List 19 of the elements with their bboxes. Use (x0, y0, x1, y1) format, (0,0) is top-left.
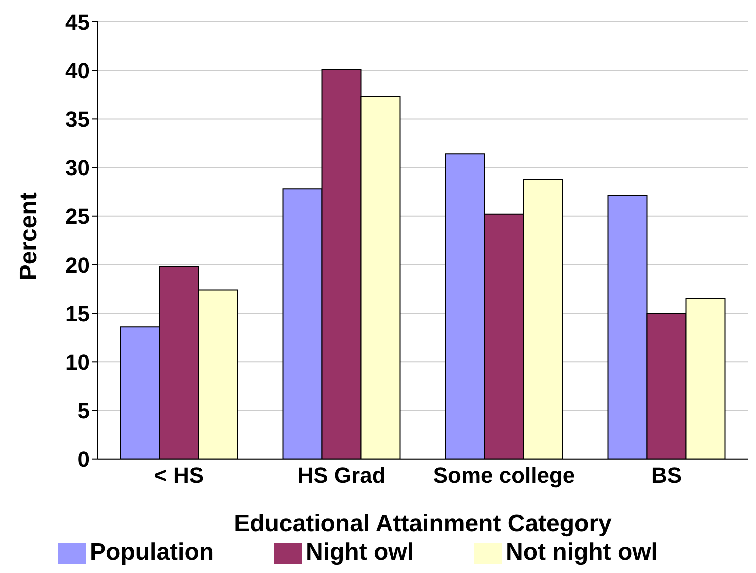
y-tick-label: 20 (66, 252, 90, 278)
y-tick-label: 45 (66, 10, 90, 35)
y-tick-label: 25 (66, 204, 90, 230)
x-tick-label: BS (651, 462, 682, 488)
y-tick-label: 10 (66, 350, 90, 375)
y-tick-label: 40 (66, 58, 90, 84)
legend-label: Population (90, 539, 214, 566)
y-axis-title: Percent (16, 192, 43, 281)
y-tick-label: 0 (78, 447, 90, 472)
legend-label: Night owl (306, 539, 414, 566)
y-tick-label: 15 (66, 301, 90, 326)
x-tick-label: HS Grad (298, 462, 386, 488)
legend-label: Not night owl (506, 539, 658, 566)
y-tick-label: 35 (66, 106, 90, 132)
y-tick-label: 5 (78, 398, 90, 424)
y-tick-label: 30 (66, 156, 90, 181)
x-tick-label: < HS (154, 462, 204, 488)
x-tick-label: Some college (433, 462, 576, 488)
x-axis-title: Educational Attainment Category (234, 510, 613, 538)
